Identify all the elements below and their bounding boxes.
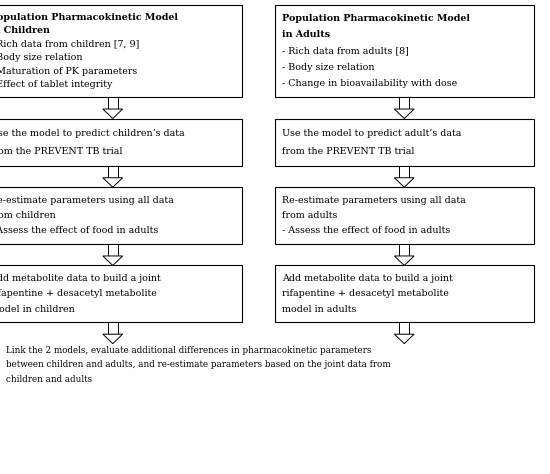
Bar bbox=[108, 166, 118, 178]
Bar bbox=[108, 322, 118, 334]
Bar bbox=[275, 5, 534, 97]
Text: - Assess the effect of food in adults: - Assess the effect of food in adults bbox=[282, 227, 450, 235]
Polygon shape bbox=[394, 256, 414, 265]
Bar bbox=[0, 118, 242, 166]
Text: - Effect of tablet integrity: - Effect of tablet integrity bbox=[0, 80, 112, 89]
Text: - Body size relation: - Body size relation bbox=[0, 53, 82, 62]
Bar bbox=[399, 97, 409, 109]
Text: - Rich data from children [7, 9]: - Rich data from children [7, 9] bbox=[0, 40, 140, 49]
Bar bbox=[399, 322, 409, 334]
Text: children and adults: children and adults bbox=[6, 375, 92, 383]
Text: rifapentine + desacetyl metabolite: rifapentine + desacetyl metabolite bbox=[282, 290, 448, 298]
Polygon shape bbox=[103, 334, 123, 344]
Bar bbox=[0, 265, 242, 322]
Bar bbox=[0, 5, 242, 97]
Text: Add metabolite data to build a joint: Add metabolite data to build a joint bbox=[0, 274, 161, 283]
Text: from the PREVENT TB trial: from the PREVENT TB trial bbox=[282, 147, 414, 155]
Text: Re-estimate parameters using all data: Re-estimate parameters using all data bbox=[0, 196, 174, 205]
Text: - Rich data from adults [8]: - Rich data from adults [8] bbox=[282, 46, 409, 55]
Text: Add metabolite data to build a joint: Add metabolite data to build a joint bbox=[282, 274, 452, 283]
Text: rifapentine + desacetyl metabolite: rifapentine + desacetyl metabolite bbox=[0, 290, 157, 298]
Polygon shape bbox=[394, 109, 414, 118]
Text: from the PREVENT TB trial: from the PREVENT TB trial bbox=[0, 147, 123, 155]
Bar bbox=[399, 244, 409, 256]
Text: between children and adults, and re-estimate parameters based on the joint data : between children and adults, and re-esti… bbox=[6, 361, 390, 369]
Text: Population Pharmacokinetic Model: Population Pharmacokinetic Model bbox=[0, 13, 178, 22]
Text: Link the 2 models, evaluate additional differences in pharmacokinetic parameters: Link the 2 models, evaluate additional d… bbox=[6, 346, 371, 355]
Text: Use the model to predict children’s data: Use the model to predict children’s data bbox=[0, 129, 185, 137]
Polygon shape bbox=[103, 256, 123, 265]
Text: model in adults: model in adults bbox=[282, 305, 356, 313]
Bar bbox=[108, 244, 118, 256]
Polygon shape bbox=[394, 334, 414, 344]
Text: Use the model to predict adult’s data: Use the model to predict adult’s data bbox=[282, 129, 461, 137]
Polygon shape bbox=[103, 178, 123, 187]
Polygon shape bbox=[103, 109, 123, 118]
Text: from adults: from adults bbox=[282, 211, 337, 220]
Text: - Body size relation: - Body size relation bbox=[282, 63, 374, 72]
Bar bbox=[275, 265, 534, 322]
Text: from children: from children bbox=[0, 211, 56, 220]
Text: Re-estimate parameters using all data: Re-estimate parameters using all data bbox=[282, 196, 465, 205]
Text: - Assess the effect of food in adults: - Assess the effect of food in adults bbox=[0, 227, 158, 235]
Bar bbox=[275, 187, 534, 244]
Bar bbox=[399, 166, 409, 178]
Text: in Children: in Children bbox=[0, 26, 50, 35]
Text: - Change in bioavailability with dose: - Change in bioavailability with dose bbox=[282, 79, 457, 88]
Text: - Maturation of PK parameters: - Maturation of PK parameters bbox=[0, 67, 138, 76]
Text: Population Pharmacokinetic Model: Population Pharmacokinetic Model bbox=[282, 14, 470, 23]
Text: model in children: model in children bbox=[0, 305, 75, 313]
Polygon shape bbox=[394, 178, 414, 187]
Text: in Adults: in Adults bbox=[282, 30, 330, 39]
Bar bbox=[108, 97, 118, 109]
Bar bbox=[275, 118, 534, 166]
Bar bbox=[0, 187, 242, 244]
